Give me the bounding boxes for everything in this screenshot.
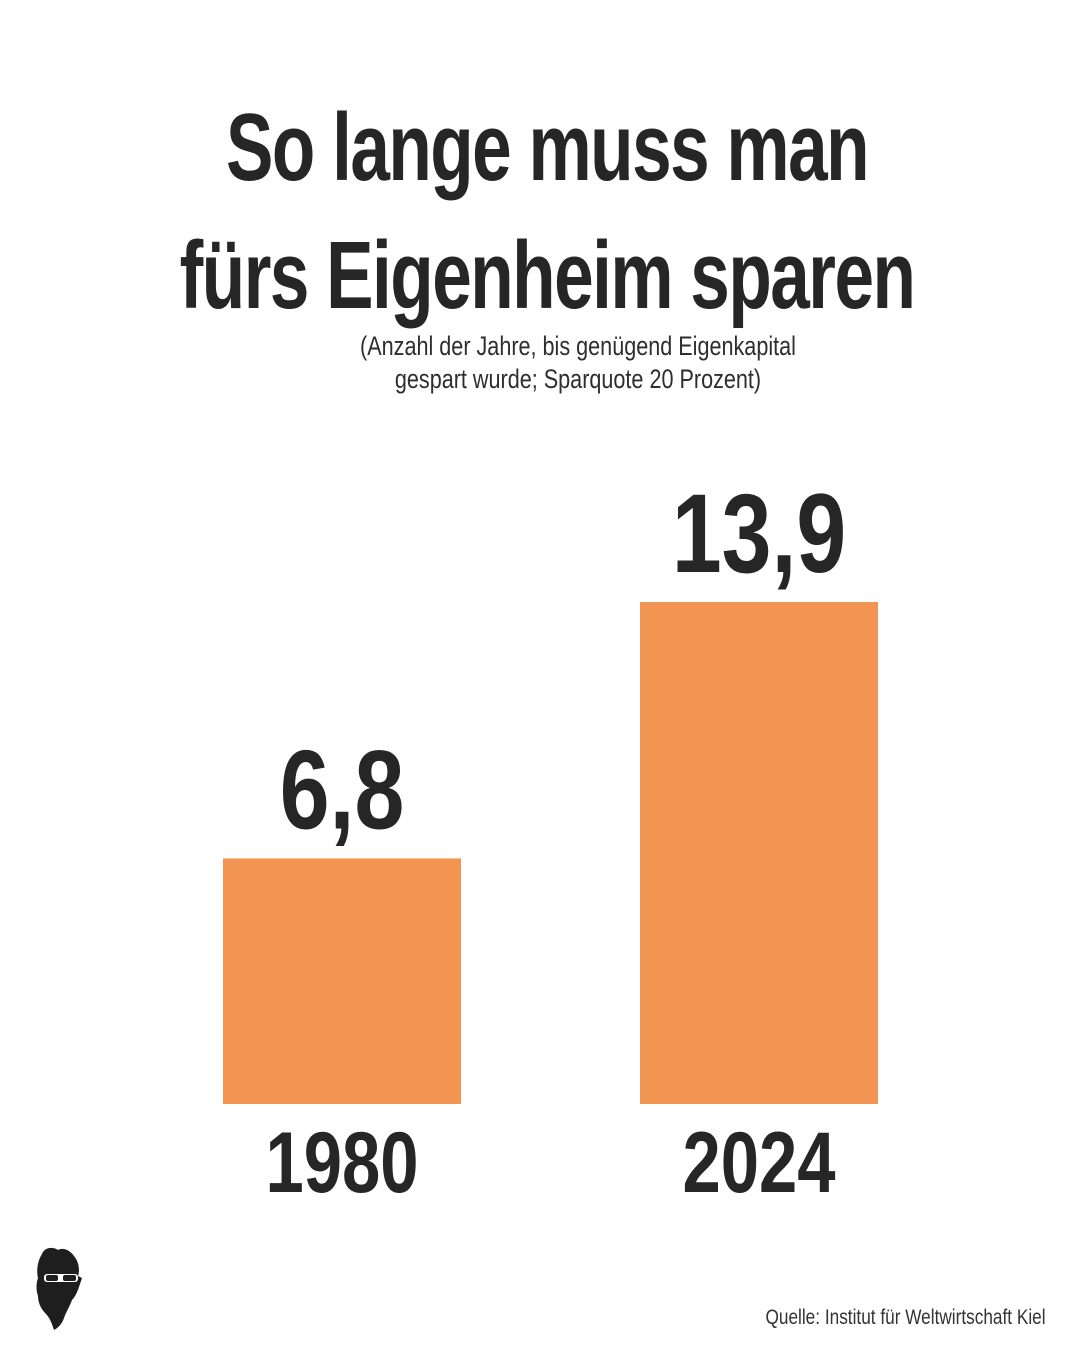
- x-tick-label-1980: 1980: [265, 1115, 418, 1211]
- data-label-1980: 6,8: [280, 728, 405, 853]
- bar-1980: [223, 858, 461, 1104]
- chart-title-line-2: fürs Eigenheim sparen: [179, 222, 916, 329]
- chart-subtitle-line-1: (Anzahl der Jahre, bis genügend Eigenkap…: [360, 331, 796, 361]
- chart-subtitle: (Anzahl der Jahre, bis genügend Eigenkap…: [356, 330, 801, 396]
- chart-subtitle-line-2: gespart wurde; Sparquote 20 Prozent): [394, 364, 762, 394]
- x-tick-label-2024: 2024: [682, 1115, 835, 1211]
- person-with-sunglasses-icon: [36, 1247, 82, 1330]
- data-label-2024: 13,9: [672, 472, 846, 597]
- source-note: Quelle: Institut für Weltwirtschaft Kiel: [765, 1306, 1046, 1329]
- chart-title-line-1: So lange muss man: [225, 94, 869, 201]
- chart-title: So lange muss man fürs Eigenheim sparen: [142, 84, 952, 340]
- bar-2024: [640, 602, 878, 1104]
